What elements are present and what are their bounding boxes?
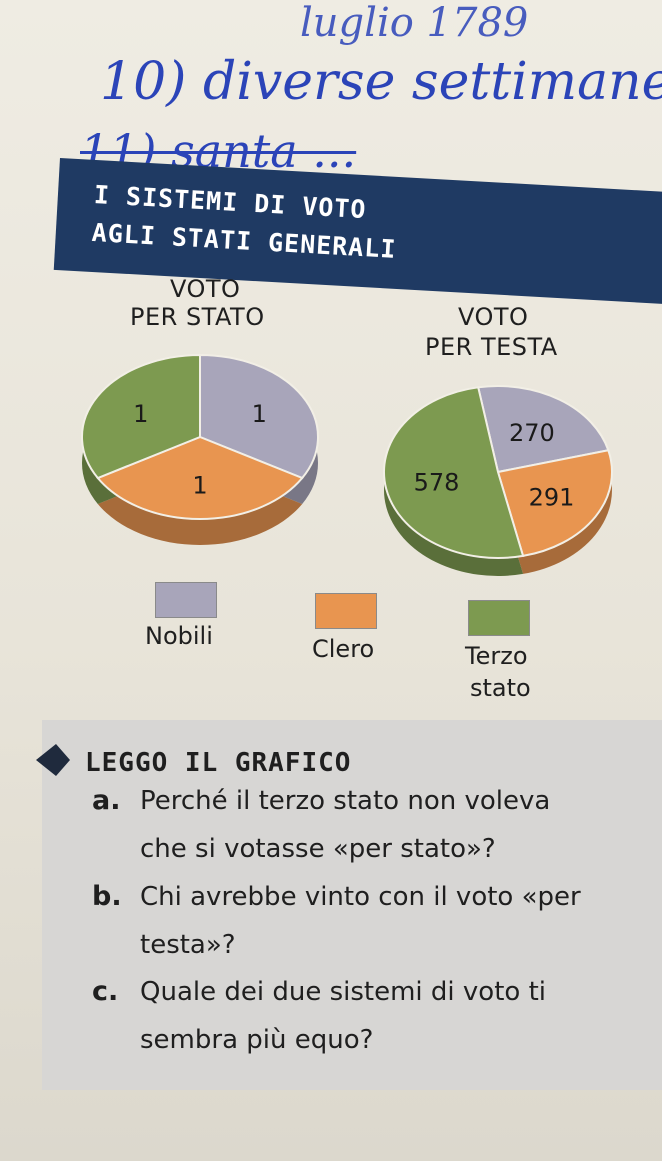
question-a-line-2: che si votasse «per stato»?	[140, 834, 496, 864]
question-a-line-1: Perché il terzo stato non voleva	[140, 786, 551, 816]
questions-box	[42, 720, 662, 1090]
pie-label-voto-per-stato-0: 1	[252, 400, 267, 428]
pie-label-voto-per-testa-0: 270	[509, 419, 555, 447]
legend-label-nobili: Nobili	[145, 622, 213, 650]
chart-1-title-line-2: PER STATO	[130, 303, 265, 331]
pie-label-voto-per-testa-1: 291	[529, 484, 575, 512]
question-b-text: Chi avrebbe vinto con il voto «per testa…	[140, 873, 620, 969]
question-c-letter: c.	[92, 976, 119, 1007]
pie-slice-voto-per-testa-2	[382, 386, 525, 559]
handwritten-note-date: luglio 1789	[300, 0, 529, 46]
pie-label-voto-per-testa-2: 578	[414, 468, 460, 496]
legend-label-terzo-stato-line-1: Terzo	[465, 642, 528, 670]
question-c-line-1: Quale dei due sistemi di voto ti	[140, 977, 546, 1007]
handwritten-note-10: 10) diverse settimane	[100, 52, 662, 112]
pie-slice-voto-per-stato-1	[96, 435, 304, 520]
question-b-letter: b.	[92, 881, 122, 912]
pie-slice-voto-per-stato-2	[81, 353, 201, 480]
pie-slice-voto-per-testa-1	[496, 449, 613, 558]
pie-label-voto-per-stato-2: 1	[133, 400, 148, 428]
pointer-arrow-icon	[36, 744, 70, 776]
question-b-line-1: Chi avrebbe vinto con il voto «per	[140, 882, 581, 912]
legend-swatch-terzo-stato	[468, 600, 530, 636]
legend-label-clero: Clero	[312, 635, 375, 663]
legend-label-terzo-stato-line-2: stato	[470, 674, 531, 702]
question-c-text: Quale dei due sistemi di voto ti sembra …	[140, 968, 620, 1064]
question-a-text: Perché il terzo stato non voleva che si …	[140, 777, 620, 873]
legend-swatch-clero	[315, 593, 377, 629]
pie-label-voto-per-stato-1: 1	[192, 472, 207, 500]
question-a-letter: a.	[92, 785, 121, 816]
chart-2-title-line-2: PER TESTA	[425, 333, 558, 361]
question-c-line-2: sembra più equo?	[140, 1025, 374, 1055]
pie-slice-voto-per-testa-0	[476, 385, 610, 474]
question-b-line-2: testa»?	[140, 930, 236, 960]
chart-1-title-line-1: VOTO	[170, 275, 241, 303]
questions-heading: LEGGO IL GRAFICO	[85, 748, 352, 778]
legend-swatch-nobili	[155, 582, 217, 618]
chart-2-title-line-1: VOTO	[458, 303, 529, 331]
pie-charts-canvas: 1 1 1 270 291 578	[81, 353, 613, 576]
pie-slice-voto-per-stato-0	[199, 353, 319, 480]
